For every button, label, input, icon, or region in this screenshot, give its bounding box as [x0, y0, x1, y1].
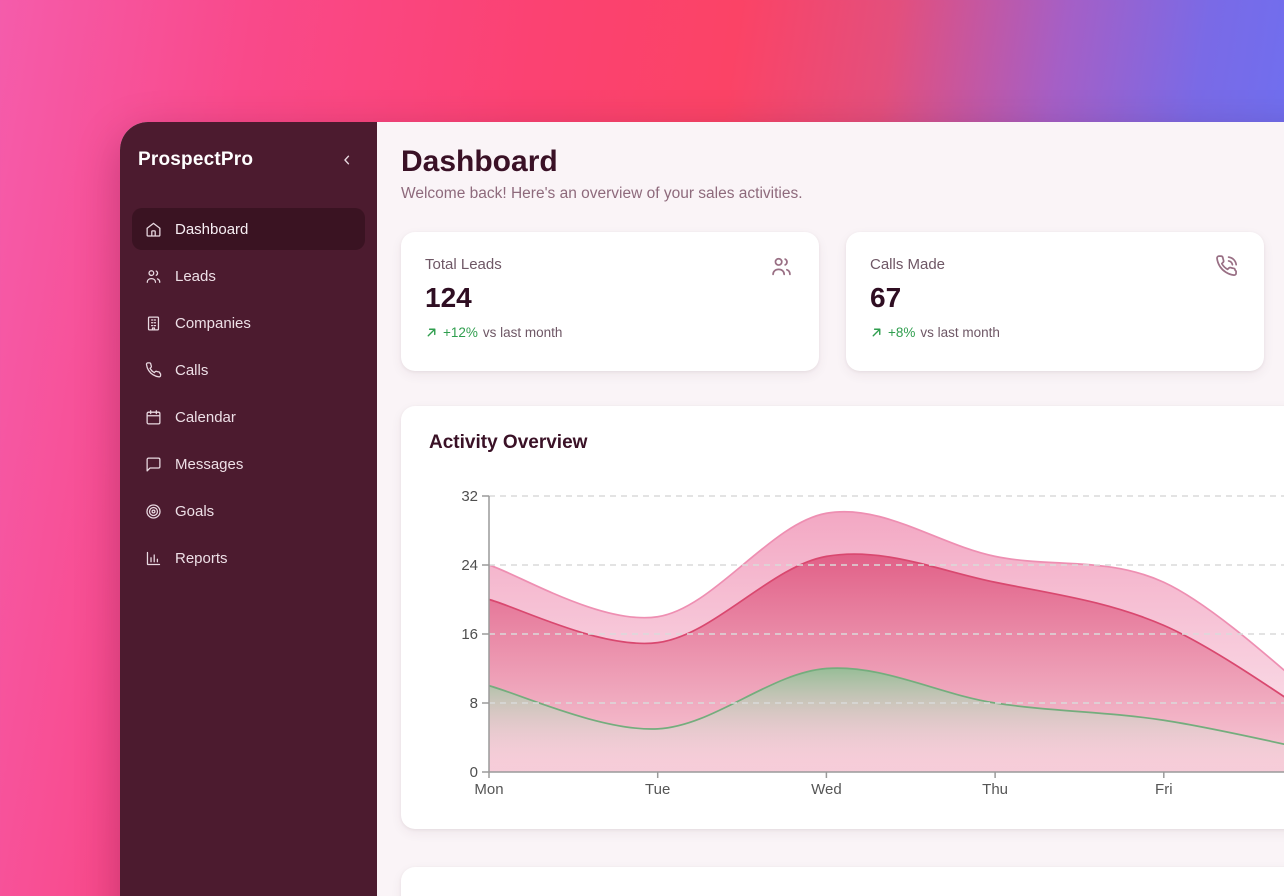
- trend-up-icon: [427, 328, 436, 337]
- activity-chart: 08162432MonTueWedThuFriSat: [425, 479, 1284, 801]
- stat-change-percent: +12%: [443, 325, 478, 340]
- sidebar-item-label: Reports: [175, 549, 228, 567]
- chart-title: Activity Overview: [429, 432, 588, 453]
- sidebar-nav: Dashboard Leads Companies Calls: [132, 208, 365, 579]
- stat-change: +12% vs last month: [425, 325, 795, 340]
- svg-text:Tue: Tue: [645, 781, 670, 798]
- svg-text:0: 0: [470, 764, 478, 781]
- stat-change-percent: +8%: [888, 325, 916, 340]
- sidebar-item-calendar[interactable]: Calendar: [132, 396, 365, 438]
- sidebar-item-messages[interactable]: Messages: [132, 443, 365, 485]
- users-icon: [145, 268, 162, 285]
- sidebar-item-dashboard[interactable]: Dashboard: [132, 208, 365, 250]
- svg-text:Wed: Wed: [811, 781, 842, 798]
- svg-text:Thu: Thu: [982, 781, 1008, 798]
- svg-text:24: 24: [461, 557, 478, 574]
- sidebar-item-label: Calls: [175, 361, 209, 379]
- app-window: ProspectPro Dashboard Leads: [120, 122, 1284, 896]
- area-chart: 08162432MonTueWedThuFriSat: [461, 488, 1284, 798]
- stat-value: 67: [870, 282, 902, 313]
- next-section-card-partial: [401, 867, 1284, 896]
- app-logo: ProspectPro: [138, 149, 254, 170]
- page-subtitle: Welcome back! Here's an overview of your…: [401, 185, 803, 202]
- stat-change-suffix: vs last month: [482, 325, 563, 340]
- sidebar-item-reports[interactable]: Reports: [132, 537, 365, 579]
- svg-text:16: 16: [461, 626, 478, 643]
- stat-value: 124: [425, 282, 472, 313]
- calendar-icon: [145, 409, 162, 426]
- sidebar-item-label: Companies: [175, 314, 251, 332]
- sidebar-collapse-button[interactable]: [335, 148, 359, 172]
- svg-text:8: 8: [470, 695, 478, 712]
- svg-text:Mon: Mon: [474, 781, 503, 798]
- activity-overview-card: Activity Overview 0 8 16 24 32 Mon Tue Wed Thu Fr…: [401, 406, 1284, 829]
- sidebar-item-calls[interactable]: Calls: [132, 349, 365, 391]
- message-square-icon: [145, 456, 162, 473]
- phone-icon: [145, 361, 162, 379]
- home-icon: [145, 221, 162, 238]
- sidebar-item-label: Calendar: [175, 408, 236, 426]
- sidebar: ProspectPro Dashboard Leads: [120, 122, 377, 896]
- bar-chart-icon: [145, 550, 162, 567]
- sidebar-item-label: Messages: [175, 455, 244, 473]
- page-title: Dashboard: [401, 145, 558, 178]
- stat-cards-row: Total Leads 124 +12% vs last month Calls…: [401, 232, 1284, 371]
- stat-card-calls-made: Calls Made 67 +8% vs last month: [846, 232, 1264, 371]
- sidebar-item-label: Goals: [175, 502, 215, 520]
- sidebar-item-label: Dashboard: [175, 220, 249, 238]
- sidebar-item-goals[interactable]: Goals: [132, 490, 365, 532]
- chevron-left-icon: [344, 155, 350, 165]
- stat-label: Total Leads: [425, 256, 502, 273]
- main-content: Dashboard Welcome back! Here's an overvi…: [377, 122, 1284, 896]
- trend-up-icon: [872, 328, 881, 337]
- stat-change: +8% vs last month: [870, 325, 1240, 340]
- sidebar-header: ProspectPro: [132, 148, 365, 172]
- stat-label: Calls Made: [870, 256, 946, 273]
- stat-card-total-leads: Total Leads 124 +12% vs last month: [401, 232, 819, 371]
- stat-change-suffix: vs last month: [920, 325, 1000, 340]
- sidebar-item-label: Leads: [175, 267, 216, 285]
- svg-text:Fri: Fri: [1155, 781, 1173, 798]
- users-icon: [770, 255, 793, 278]
- target-icon: [145, 503, 162, 520]
- svg-text:32: 32: [461, 488, 478, 505]
- building-icon: [145, 315, 162, 332]
- sidebar-item-companies[interactable]: Companies: [132, 302, 365, 344]
- sidebar-item-leads[interactable]: Leads: [132, 255, 365, 297]
- phone-call-icon: [1215, 255, 1238, 278]
